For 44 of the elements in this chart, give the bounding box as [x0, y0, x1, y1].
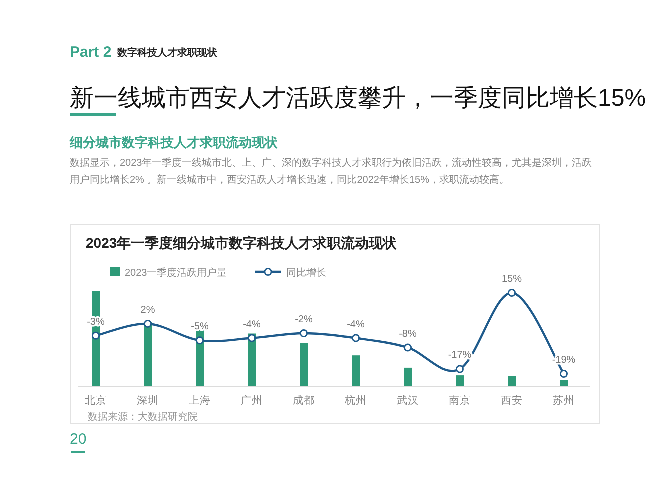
data-label: -2%	[295, 314, 313, 326]
x-tick-label: 苏州	[553, 394, 575, 407]
data-label: -4%	[243, 319, 261, 330]
x-tick-label: 北京	[85, 394, 107, 407]
text: 细分城市数字科技人才求职流动现状	[69, 135, 279, 150]
point	[300, 330, 308, 338]
legend: 2023一季度活跃用户量	[110, 267, 228, 279]
point	[352, 334, 360, 342]
point	[196, 336, 204, 345]
bar	[560, 380, 568, 386]
x-tick-label: 广州	[241, 394, 263, 407]
text: 数字科技人才求职现状	[116, 47, 219, 59]
x-tick-label: 南京	[449, 394, 471, 407]
point	[404, 344, 412, 352]
text: 新一线城市西安人才活跃度攀升，一季度同比增长15%	[70, 85, 646, 112]
bar	[352, 356, 360, 386]
bar	[300, 343, 308, 386]
data-label: -5%	[191, 322, 209, 333]
legend-label: 同比增长	[286, 267, 326, 279]
text: 20	[70, 431, 87, 448]
source-note: 数据来源：大数据研究院	[88, 411, 198, 423]
point	[248, 334, 256, 342]
text: 数据显示，2023年一季度一线城市北、上、广、深的数字科技人才求职行为依旧活跃，流动性较高，尤其是深圳，活跃用户同比增长2% 。新一线城市中，西安活跃人才增长迅速，同比2022年增长15%，求职流动较高。	[70, 157, 592, 186]
data-label: -4%	[347, 319, 365, 330]
data-label: 2%	[140, 304, 156, 316]
point	[456, 365, 464, 374]
legend: 同比增长	[255, 268, 326, 279]
text: Part 2	[70, 44, 112, 61]
x-tick-label: 深圳	[137, 394, 159, 407]
point	[560, 370, 568, 378]
bar	[404, 368, 412, 386]
x-tick-label: 成都	[293, 394, 315, 407]
bar	[508, 376, 516, 386]
x-tick-label: 西安	[501, 394, 523, 407]
data-label: -8%	[399, 328, 417, 340]
data-label: 15%	[502, 274, 522, 285]
point	[92, 332, 100, 340]
point	[144, 320, 152, 328]
point	[508, 289, 516, 297]
x-tick-label: 杭州	[344, 394, 367, 407]
x-tick-label: 上海	[189, 394, 211, 407]
x-tick-label: 武汉	[397, 394, 419, 407]
chart-title: 2023年一季度细分城市数字科技人才求职流动现状	[86, 235, 398, 251]
bar	[456, 376, 464, 386]
